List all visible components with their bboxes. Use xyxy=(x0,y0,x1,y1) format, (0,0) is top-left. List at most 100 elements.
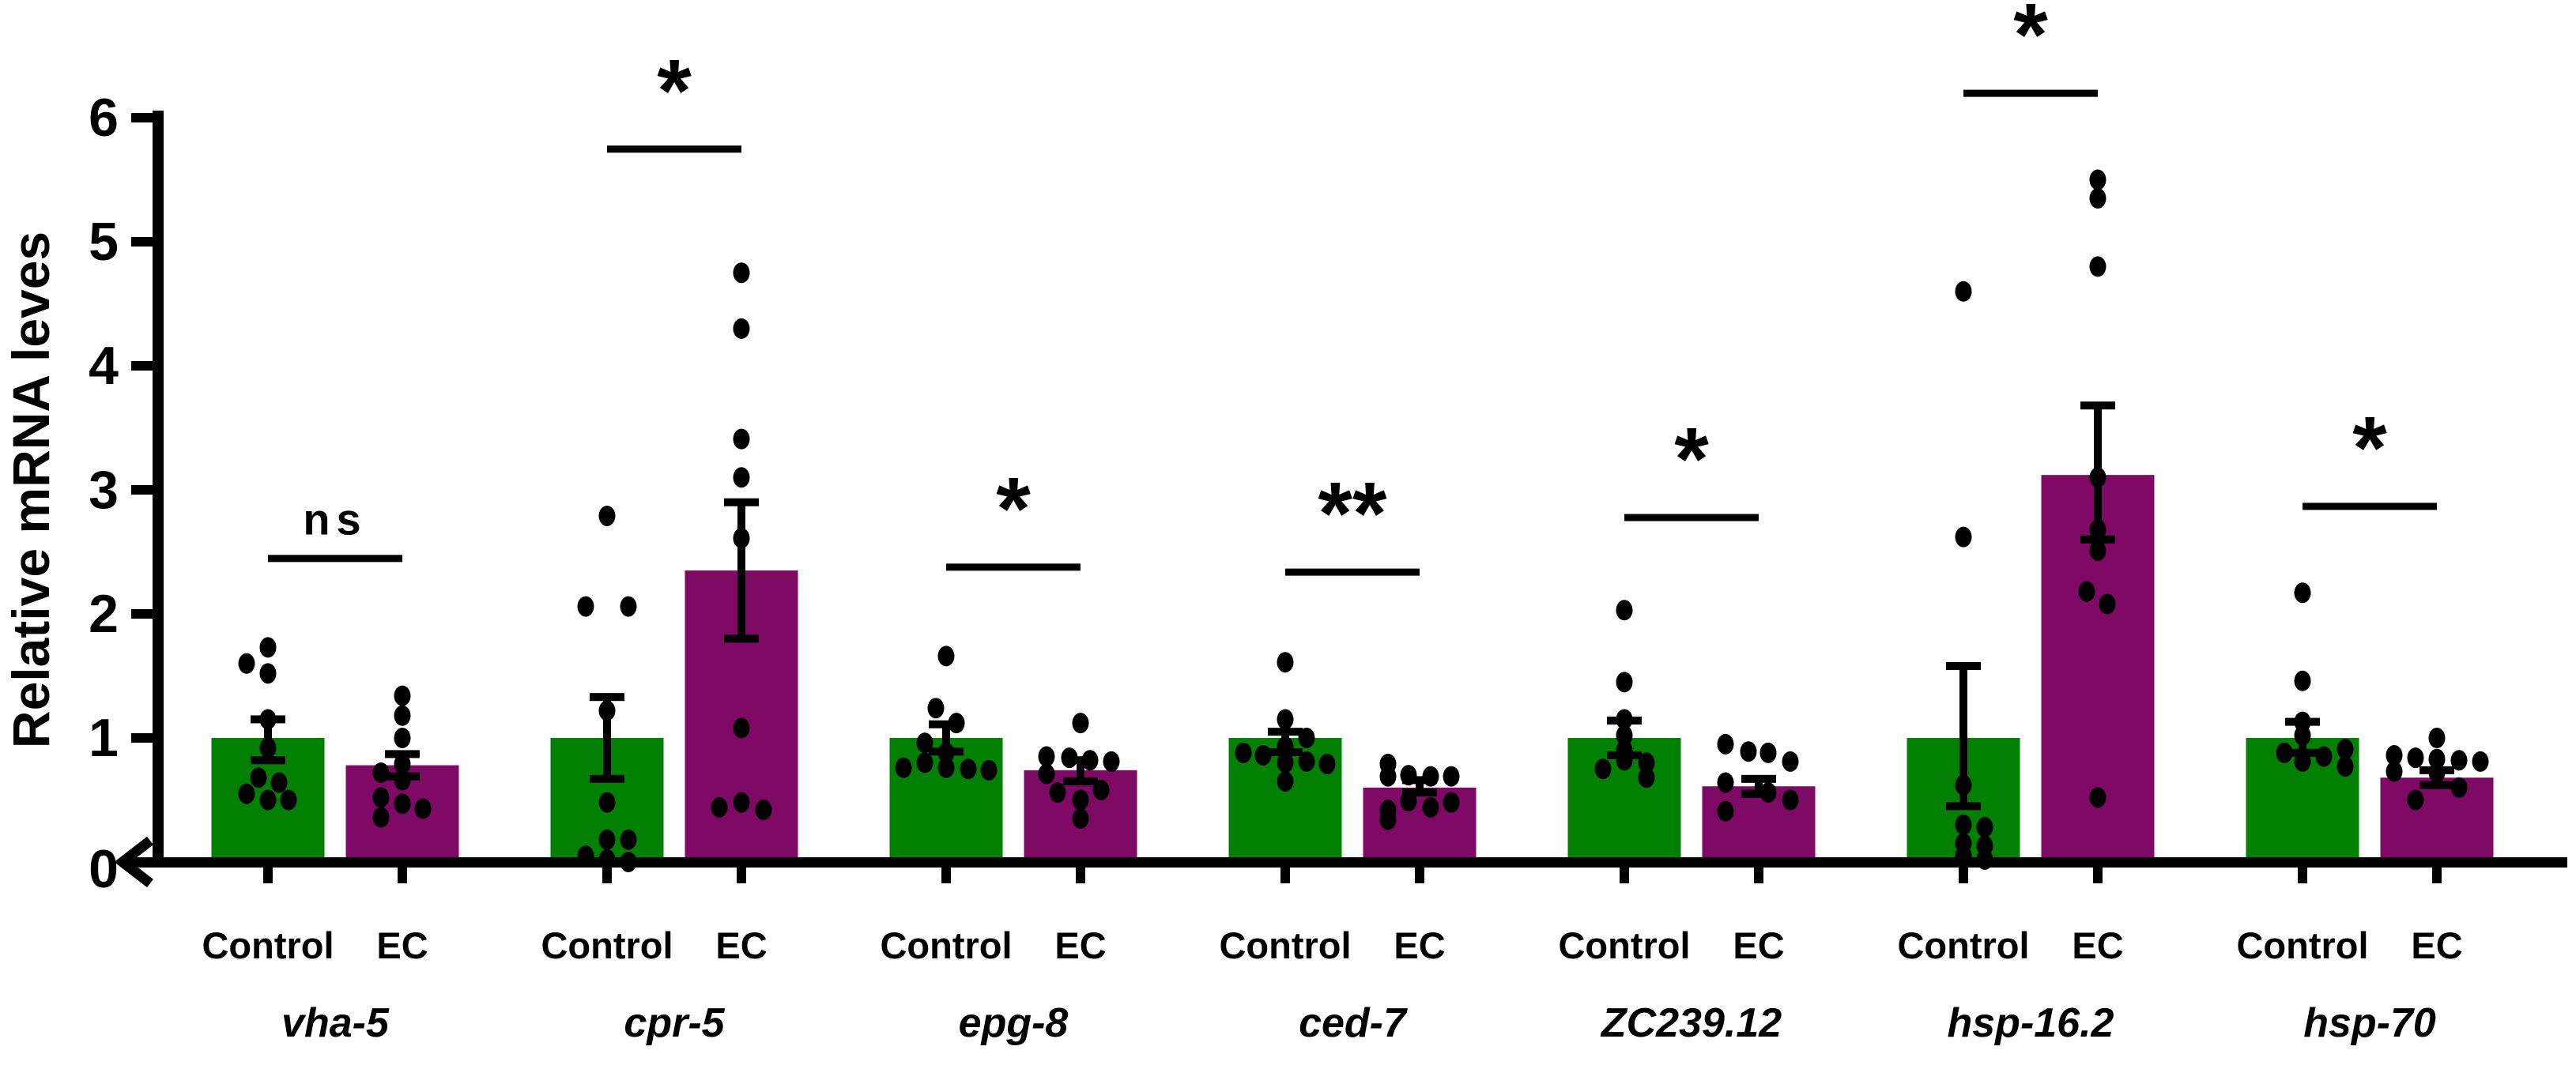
error-bar-cap-bottom xyxy=(251,756,285,765)
data-point xyxy=(2337,739,2354,760)
data-point xyxy=(1955,774,1972,796)
data-point xyxy=(733,467,750,488)
significance-label: * xyxy=(2352,398,2387,497)
x-label-control: Control xyxy=(2236,924,2368,966)
data-point xyxy=(1072,713,1089,734)
data-point xyxy=(2089,519,2106,540)
data-point xyxy=(733,528,750,549)
x-label-control: Control xyxy=(1558,924,1690,966)
data-point xyxy=(937,646,955,667)
data-point xyxy=(598,505,616,526)
x-label-control: Control xyxy=(541,924,673,966)
data-point xyxy=(1061,747,1078,769)
data-point xyxy=(1616,725,1633,746)
error-bar-cap-top xyxy=(724,498,759,506)
error-bar-stem xyxy=(1077,760,1084,781)
data-point xyxy=(2407,747,2424,769)
x-tick xyxy=(602,868,612,883)
y-tick xyxy=(131,237,158,247)
y-tick-label: 4 xyxy=(89,336,119,396)
data-point xyxy=(1638,767,1655,789)
x-tick xyxy=(1959,868,1968,883)
x-label-ec: EC xyxy=(715,924,767,966)
significance-label: * xyxy=(996,459,1031,558)
significance-label: * xyxy=(2013,0,2048,85)
axis-origin-arrow-icon xyxy=(114,836,153,888)
error-bar-stem xyxy=(942,724,950,752)
data-point xyxy=(1759,782,1777,804)
data-point xyxy=(1782,789,1799,811)
x-tick xyxy=(1620,868,1629,883)
error-bar-cap-top xyxy=(1741,774,1776,783)
data-point xyxy=(598,700,616,721)
error-bar-stem xyxy=(1416,780,1424,793)
data-point xyxy=(1443,766,1460,787)
x-label-control: Control xyxy=(1897,924,2029,966)
significance-line xyxy=(2303,503,2437,510)
error-bar-cap-top xyxy=(1946,661,1981,670)
gene-label: cpr-5 xyxy=(624,1000,725,1046)
gene-label: vha-5 xyxy=(281,1000,390,1046)
data-point xyxy=(577,596,594,617)
data-point xyxy=(1049,782,1066,804)
data-point xyxy=(259,709,277,730)
error-bar-cap-top xyxy=(1402,776,1437,785)
data-point xyxy=(1976,817,1993,838)
data-point xyxy=(916,732,933,754)
y-tick xyxy=(131,113,158,122)
data-point xyxy=(598,829,616,850)
error-bar-cap-bottom xyxy=(724,634,759,643)
x-label-ec: EC xyxy=(1394,924,1445,966)
labels-layer: Control EC vha-5 Control EC cpr-5 Control EC epg… xyxy=(202,924,2462,1046)
data-point xyxy=(250,767,267,789)
data-point xyxy=(2099,593,2116,615)
data-point xyxy=(1422,766,1439,787)
data-point xyxy=(1782,751,1799,772)
data-point xyxy=(1092,779,1110,800)
data-point xyxy=(2089,540,2106,561)
data-point xyxy=(259,637,277,658)
x-label-ec: EC xyxy=(2072,924,2123,966)
data-point xyxy=(394,753,411,774)
plot-layer: ns** ***** xyxy=(211,0,2494,883)
data-point xyxy=(1081,750,1099,771)
data-point xyxy=(948,713,965,734)
data-point xyxy=(1759,742,1777,763)
data-point xyxy=(620,829,637,850)
data-point xyxy=(280,789,297,811)
data-point xyxy=(372,762,390,783)
data-point xyxy=(1616,600,1633,621)
data-point xyxy=(1277,752,1294,774)
data-point xyxy=(937,742,955,763)
data-point xyxy=(372,787,390,808)
data-point xyxy=(711,796,728,818)
x-label-control: Control xyxy=(202,924,334,966)
y-tick xyxy=(131,609,158,619)
data-point xyxy=(1038,746,1055,767)
error-bar-cap-top xyxy=(1268,728,1303,736)
x-label-control: Control xyxy=(1219,924,1351,966)
gene-label: hsp-70 xyxy=(2303,1000,2436,1046)
y-tick-label: 2 xyxy=(89,584,119,644)
error-bar-cap-top xyxy=(2080,401,2115,410)
data-point xyxy=(1717,733,1734,755)
data-point xyxy=(1038,763,1055,785)
data-point xyxy=(1740,741,1757,762)
data-point xyxy=(2294,582,2311,604)
y-tick-label: 1 xyxy=(89,708,119,768)
x-tick xyxy=(398,868,407,883)
data-point xyxy=(733,428,750,450)
error-bar-cap-bottom xyxy=(1402,789,1437,797)
data-point xyxy=(394,770,411,791)
data-point xyxy=(1254,744,1272,766)
data-point xyxy=(2386,761,2403,782)
data-point xyxy=(1717,800,1734,822)
data-point xyxy=(1955,526,1972,548)
significance-label: ** xyxy=(1318,465,1387,563)
data-point xyxy=(394,728,411,748)
x-label-ec: EC xyxy=(376,924,428,966)
data-point xyxy=(2407,789,2424,811)
x-tick xyxy=(1415,868,1424,883)
gene-label: epg-8 xyxy=(959,1000,1069,1046)
data-point xyxy=(1638,752,1655,774)
